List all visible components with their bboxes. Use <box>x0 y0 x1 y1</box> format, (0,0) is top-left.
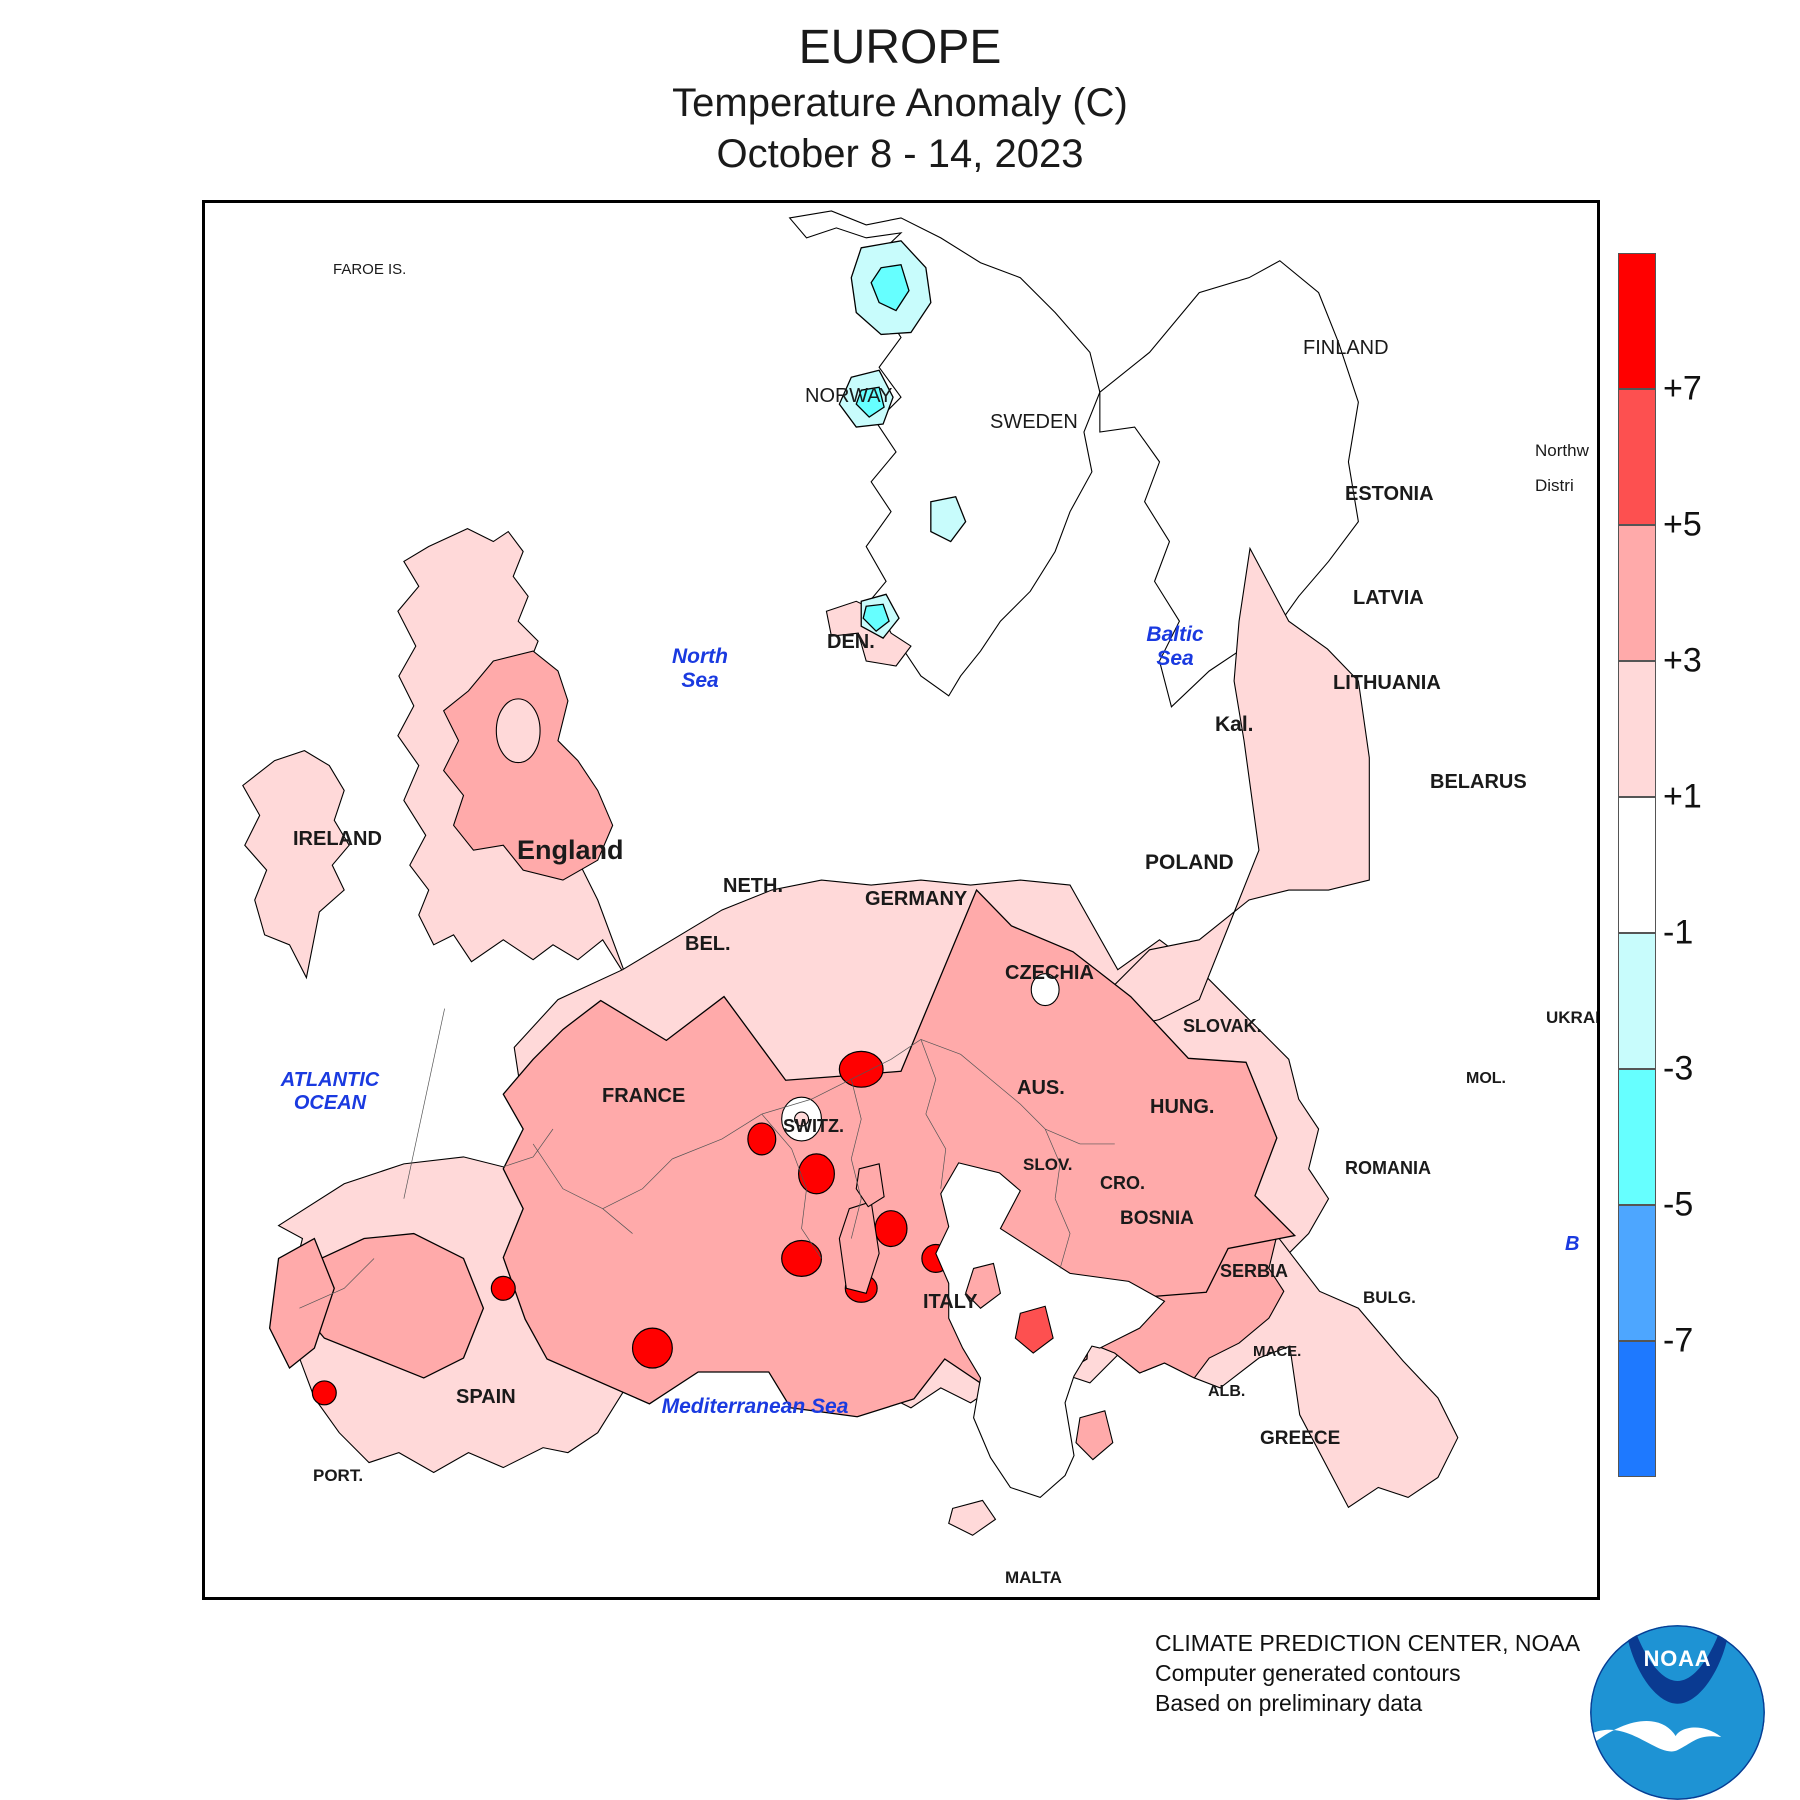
svg-text:NOAA: NOAA <box>1644 1646 1712 1671</box>
